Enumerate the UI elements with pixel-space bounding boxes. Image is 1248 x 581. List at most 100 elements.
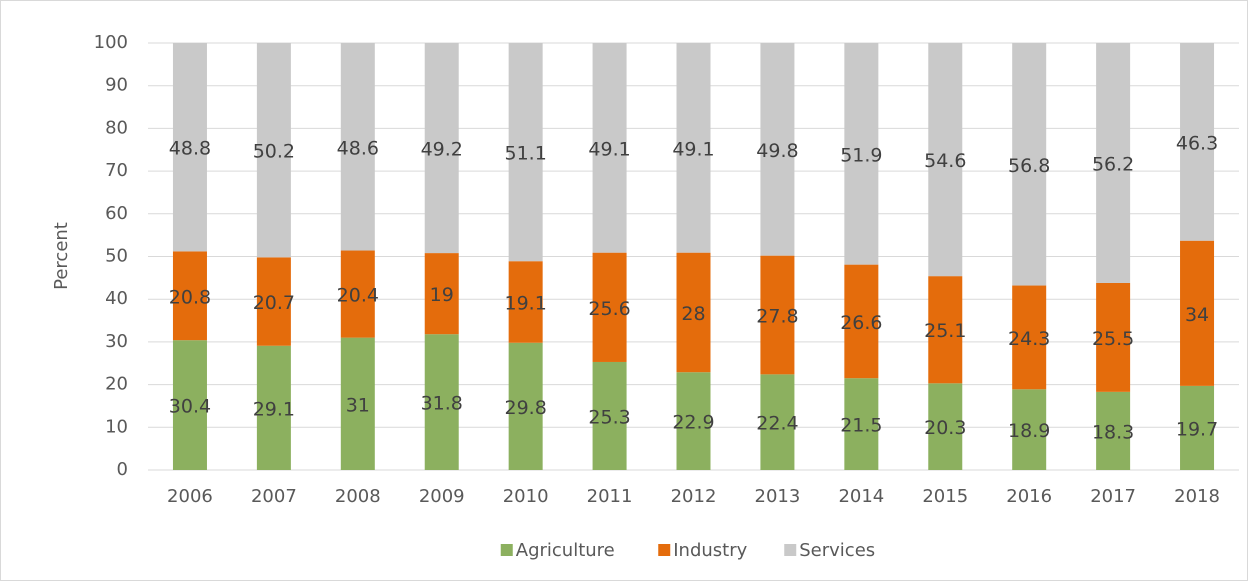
- data-label: 25.6: [588, 298, 630, 320]
- x-tick-label: 2007: [251, 486, 297, 507]
- data-label: 54.6: [924, 150, 966, 172]
- bar-segment: [844, 43, 879, 265]
- x-tick-label: 2008: [335, 486, 381, 507]
- y-tick-label: 100: [94, 32, 128, 53]
- bar-segment: [928, 276, 963, 384]
- bar-segment: [424, 334, 459, 470]
- bar-segment: [592, 43, 627, 253]
- bar-segment: [256, 345, 291, 470]
- data-label: 49.8: [756, 140, 798, 162]
- data-label: 30.4: [169, 396, 211, 418]
- bar-segment: [760, 255, 795, 375]
- bar-segment: [508, 342, 543, 470]
- legend-label: Services: [799, 540, 875, 561]
- bar-segment: [1096, 391, 1131, 470]
- y-tick-label: 30: [105, 331, 128, 352]
- data-label: 51.9: [840, 144, 882, 166]
- data-label: 31.8: [421, 393, 463, 415]
- legend-swatch: [500, 544, 513, 556]
- bar-segment: [1180, 43, 1215, 241]
- bar-segment: [424, 43, 459, 254]
- data-label: 20.3: [924, 417, 966, 439]
- x-tick-label: 2011: [587, 486, 633, 507]
- data-label: 48.8: [169, 138, 211, 160]
- legend-label: Industry: [673, 540, 747, 561]
- bar-segment: [1180, 240, 1215, 386]
- legend-swatch: [658, 544, 671, 556]
- bar-segment: [1012, 389, 1047, 470]
- data-label: 19: [430, 284, 454, 306]
- data-label: 46.3: [1176, 132, 1218, 154]
- y-tick-label: 50: [105, 246, 128, 267]
- bar-segment: [760, 374, 795, 470]
- y-tick-label: 0: [117, 459, 128, 480]
- data-label: 28: [681, 303, 705, 325]
- bar-segment: [172, 43, 207, 252]
- x-tick-label: 2014: [838, 486, 884, 507]
- x-tick-label: 2016: [1006, 486, 1052, 507]
- y-tick-label: 60: [105, 203, 128, 224]
- data-label: 22.4: [756, 413, 798, 435]
- x-tick-label: 2010: [503, 486, 549, 507]
- bar-segment: [1096, 282, 1131, 392]
- bar-segment: [340, 250, 375, 338]
- y-tick-label: 40: [105, 288, 128, 309]
- y-tick-label: 90: [105, 75, 128, 96]
- data-label: 20.4: [337, 285, 379, 307]
- y-tick-label: 70: [105, 160, 128, 181]
- bar-segment: [844, 264, 879, 379]
- bar-segment: [1180, 385, 1215, 470]
- bar-segment: [676, 43, 711, 253]
- bar-segment: [592, 252, 627, 362]
- bar-segment: [172, 340, 207, 470]
- bar-segment: [1096, 43, 1131, 283]
- data-label: 49.2: [421, 139, 463, 161]
- data-label: 51.1: [504, 143, 546, 165]
- bar-segment: [1012, 43, 1047, 286]
- bar-segment: [676, 252, 711, 373]
- data-label: 20.7: [253, 292, 295, 314]
- bar-segment: [256, 43, 291, 258]
- bar-segment: [676, 372, 711, 470]
- y-tick-label: 80: [105, 117, 128, 138]
- bar-segment: [844, 378, 879, 470]
- data-label: 49.1: [672, 138, 714, 160]
- data-label: 31: [346, 394, 370, 416]
- data-label: 19.7: [1176, 418, 1218, 440]
- data-label: 21.5: [840, 415, 882, 437]
- x-tick-label: 2012: [671, 486, 717, 507]
- data-label: 27.8: [756, 305, 798, 327]
- data-label: 48.6: [337, 137, 379, 159]
- x-tick-label: 2006: [167, 486, 213, 507]
- data-label: 34: [1185, 304, 1209, 326]
- data-label: 29.8: [504, 397, 546, 419]
- y-tick-label: 10: [105, 416, 128, 437]
- data-label: 25.1: [924, 320, 966, 342]
- x-tick-label: 2013: [755, 486, 801, 507]
- data-label: 19.1: [504, 292, 546, 314]
- data-label: 29.1: [253, 398, 295, 420]
- data-label: 18.9: [1008, 420, 1050, 442]
- bar-segment: [760, 43, 795, 256]
- data-label: 22.9: [672, 412, 714, 434]
- data-label: 25.5: [1092, 328, 1134, 350]
- bar-segment: [508, 261, 543, 343]
- data-label: 56.2: [1092, 153, 1134, 175]
- data-label: 18.3: [1092, 421, 1134, 443]
- data-label: 24.3: [1008, 328, 1050, 350]
- bar-segment: [592, 361, 627, 470]
- bar-segment: [340, 43, 375, 251]
- data-label: 56.8: [1008, 155, 1050, 177]
- data-label: 25.3: [588, 406, 630, 428]
- legend-label: Agriculture: [516, 540, 615, 561]
- bar-segment: [340, 337, 375, 470]
- legend-swatch: [784, 544, 797, 556]
- x-tick-label: 2015: [922, 486, 968, 507]
- bar-segment: [928, 383, 963, 470]
- x-tick-label: 2009: [419, 486, 465, 507]
- data-label: 49.1: [588, 138, 630, 160]
- data-label: 26.6: [840, 312, 882, 334]
- bar-segment: [928, 43, 963, 277]
- x-tick-label: 2018: [1174, 486, 1220, 507]
